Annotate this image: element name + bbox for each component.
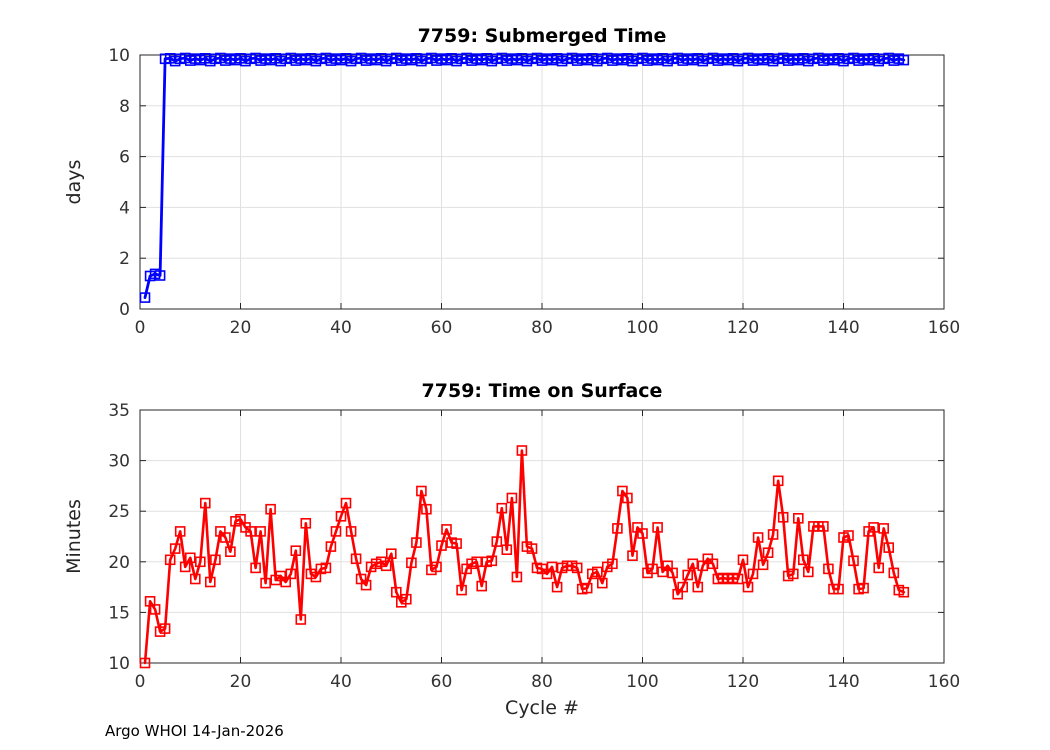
tick-marks — [139, 409, 945, 664]
x-tick-label: 0 — [135, 318, 146, 338]
y-tick-label: 2 — [119, 249, 130, 269]
submerged-days-line — [143, 56, 906, 300]
surface-minutes-markers — [139, 445, 910, 669]
time-on-surface-chart: 0 20 40 60 80 100 120 140 160 10 15 20 25 30 35 7759: T… — [63, 380, 960, 719]
y-tick-label: 35 — [108, 401, 130, 421]
x-tick-label: 100 — [626, 318, 658, 338]
x-tick-label: 40 — [330, 318, 352, 338]
x-tick-label: 0 — [135, 672, 146, 692]
x-tick-label: 120 — [727, 318, 759, 338]
x-tick-label: 120 — [727, 672, 759, 692]
y-tick-label: 6 — [119, 148, 130, 168]
y-tick-label: 4 — [119, 198, 130, 218]
x-tick-label: 160 — [928, 672, 960, 692]
x-tick-label: 100 — [626, 672, 658, 692]
x-tick-label: 80 — [531, 318, 553, 338]
submerged-days-markers — [139, 52, 910, 303]
chart-title: 7759: Submerged Time — [418, 25, 667, 47]
x-tick-label: 80 — [531, 672, 553, 692]
x-tick-label: 140 — [827, 318, 859, 338]
x-tick-label: 40 — [330, 672, 352, 692]
x-axis-label: Cycle # — [505, 697, 579, 719]
x-tick-label: 20 — [230, 318, 252, 338]
submerged-time-chart: 0 20 40 60 80 100 120 140 160 0 2 4 6 8 10 7759: Submer… — [63, 25, 960, 338]
chart-title: 7759: Time on Surface — [422, 380, 663, 402]
y-tick-label: 0 — [119, 300, 130, 320]
x-tick-label: 60 — [431, 672, 453, 692]
y-axis-label: Minutes — [63, 499, 85, 574]
y-tick-label: 25 — [108, 502, 130, 522]
x-tick-label: 140 — [827, 672, 859, 692]
x-tick-label: 60 — [431, 318, 453, 338]
y-tick-label: 10 — [108, 46, 130, 66]
grid-lines — [140, 55, 944, 309]
x-tick-label: 160 — [928, 318, 960, 338]
footer-annotation: Argo WHOI 14-Jan-2026 — [105, 722, 284, 740]
y-tick-label: 20 — [108, 553, 130, 573]
y-tick-label: 10 — [108, 654, 130, 674]
y-tick-label: 8 — [119, 97, 130, 117]
y-axis-label: days — [63, 160, 85, 205]
surface-minutes-line — [143, 449, 906, 665]
y-tick-label: 30 — [108, 452, 130, 472]
y-tick-label: 15 — [108, 603, 130, 623]
x-tick-label: 20 — [230, 672, 252, 692]
